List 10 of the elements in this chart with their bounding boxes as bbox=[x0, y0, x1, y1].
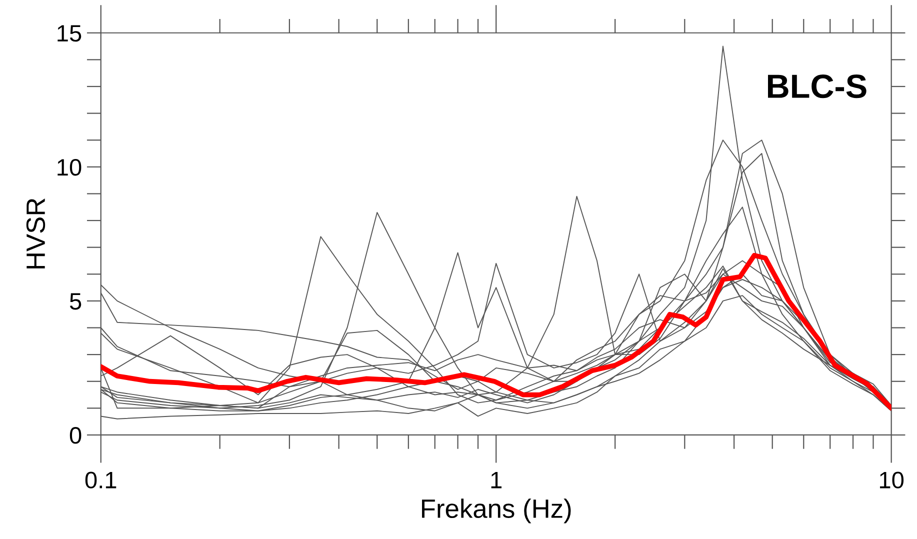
y-axis-title: HVSR bbox=[26, 198, 46, 268]
x-tick-label: 10 bbox=[880, 472, 904, 488]
y-tick-label: 10 bbox=[58, 158, 82, 176]
y-tick-label: 15 bbox=[58, 25, 82, 42]
y-tick-label: 5 bbox=[70, 293, 82, 310]
x-tick-label: 1 bbox=[491, 472, 502, 488]
y-tick-label: 0 bbox=[70, 427, 82, 444]
x-axis-title: Frekans (Hz) bbox=[422, 498, 571, 524]
annotation: BLC-S bbox=[768, 74, 866, 98]
x-tick-label: 0.1 bbox=[85, 472, 116, 488]
